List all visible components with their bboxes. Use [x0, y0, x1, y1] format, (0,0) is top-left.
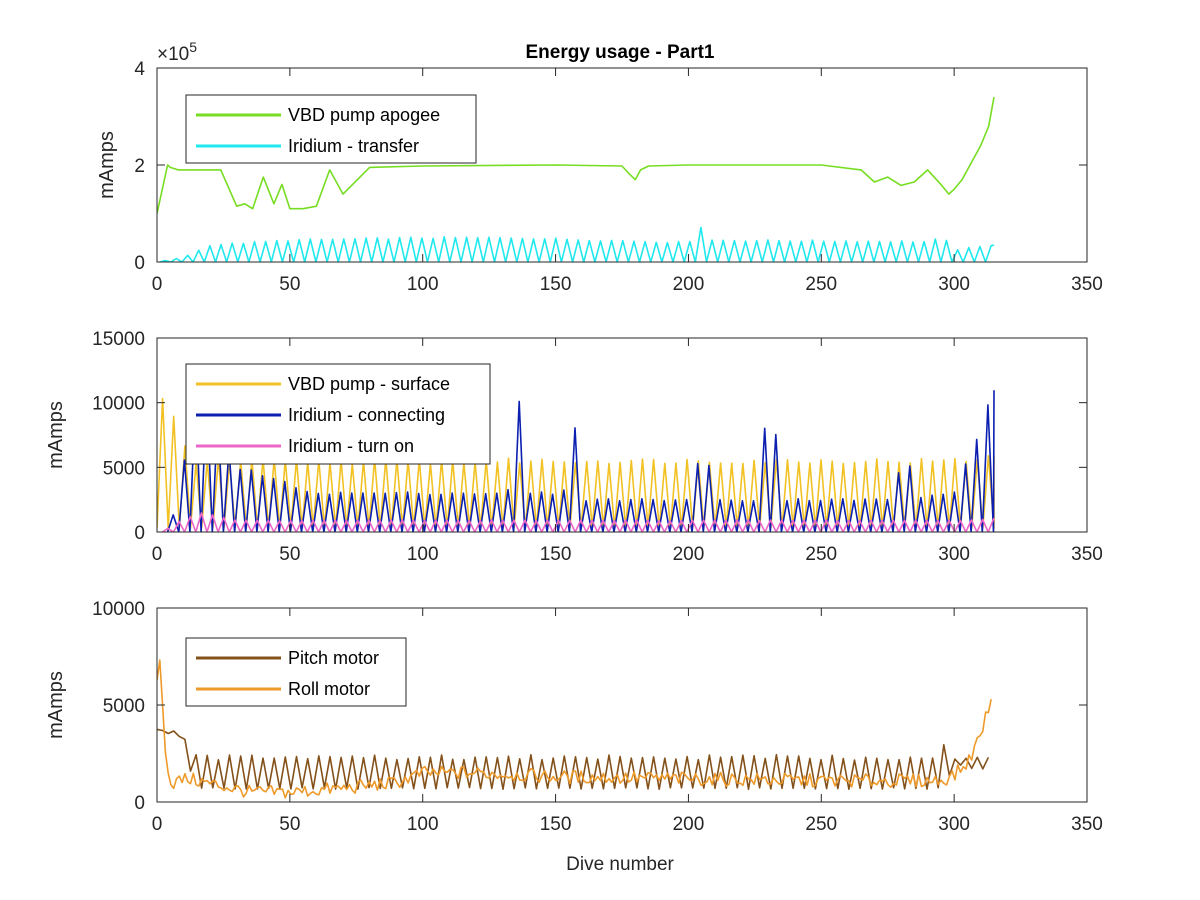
y-axis-label: mAmps [96, 131, 118, 199]
x-tick-label: 200 [673, 814, 705, 835]
legend-entry-label: Iridium - turn on [288, 436, 414, 456]
x-tick-label: 150 [540, 544, 572, 565]
y-tick-label: 15000 [92, 329, 145, 350]
y-tick-label: 4 [134, 59, 145, 80]
legend-entry-label: Roll motor [288, 679, 370, 699]
x-tick-label: 100 [407, 544, 439, 565]
x-tick-label: 0 [152, 544, 163, 565]
axes-box [156, 337, 1088, 533]
legend-entry-label: Iridium - transfer [288, 136, 419, 156]
x-tick-label: 300 [938, 274, 970, 295]
legend-entry-label: VBD pump - surface [288, 374, 450, 394]
x-tick-label: 250 [805, 814, 837, 835]
y-axis-label: mAmps [45, 671, 67, 739]
x-tick-label: 300 [938, 544, 970, 565]
y-tick-label: 0 [134, 253, 145, 274]
x-tick-label: 350 [1071, 814, 1103, 835]
x-tick-label: 100 [407, 274, 439, 295]
x-tick-label: 250 [805, 274, 837, 295]
legend-entry-label: Iridium - connecting [288, 405, 445, 425]
y-tick-label: 0 [134, 793, 145, 814]
series-line-roll-motor [157, 659, 992, 799]
y-exponent-label: ×105 [157, 39, 197, 65]
legend: Pitch motor Roll motor [185, 637, 407, 707]
y-tick-label: 5000 [103, 696, 145, 717]
series-line-iridium-transfer [159, 226, 995, 262]
series-line-iridium-turn-on [161, 512, 995, 532]
legend: VBD pump apogee Iridium - transfer [185, 94, 477, 164]
x-tick-label: 50 [279, 544, 300, 565]
y-tick-label: 0 [134, 523, 145, 544]
y-tick-label: 5000 [103, 458, 145, 479]
x-tick-label: 0 [152, 814, 163, 835]
axes-layer: 0 50 100 150 200 250 300 350 0 2 4 ×105 mAmps VBD pum… [45, 39, 1103, 835]
x-tick-label: 350 [1071, 274, 1103, 295]
legend-box [185, 94, 477, 164]
axes-panel-1: 0 50 100 150 200 250 300 350 0 2 4 ×105 mAmps VBD pum… [96, 39, 1103, 295]
x-tick-label: 50 [279, 814, 300, 835]
legend-entry-label: VBD pump apogee [288, 105, 440, 125]
series-line-iridium-connecting [166, 390, 995, 532]
x-tick-label: 200 [673, 274, 705, 295]
legend: VBD pump - surface Iridium - connecting Ir… [185, 363, 491, 465]
figure-title: Energy usage - Part1 [525, 42, 714, 63]
x-tick-label: 150 [540, 274, 572, 295]
x-tick-label: 200 [673, 544, 705, 565]
y-axis-label: mAmps [45, 401, 67, 469]
y-tick-label: 10000 [92, 599, 145, 620]
series-group [157, 659, 992, 799]
legend-box [185, 637, 407, 707]
series-group [157, 390, 995, 532]
x-tick-label: 100 [407, 814, 439, 835]
x-tick-label: 350 [1071, 544, 1103, 565]
x-axis-label: Dive number [566, 854, 674, 875]
axes-panel-2: 0 50 100 150 200 250 300 350 0 5000 10000 15000 mAmp… [45, 329, 1103, 565]
series-group [157, 96, 995, 262]
series-line-vbd-pump-apogee [157, 96, 995, 214]
x-tick-label: 50 [279, 274, 300, 295]
axes-panel-3: 0 50 100 150 200 250 300 350 0 5000 10000 mAmps Pitc… [45, 599, 1103, 835]
x-tick-label: 0 [152, 274, 163, 295]
y-tick-label: 10000 [92, 394, 145, 415]
y-tick-label: 2 [134, 156, 145, 177]
x-tick-label: 300 [938, 814, 970, 835]
legend-entry-label: Pitch motor [288, 648, 379, 668]
x-tick-label: 250 [805, 544, 837, 565]
x-tick-label: 150 [540, 814, 572, 835]
